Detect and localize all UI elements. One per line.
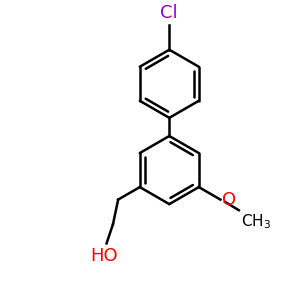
Text: Cl: Cl	[160, 4, 178, 22]
Text: HO: HO	[91, 247, 118, 265]
Text: O: O	[222, 190, 236, 208]
Text: CH$_3$: CH$_3$	[241, 212, 271, 231]
